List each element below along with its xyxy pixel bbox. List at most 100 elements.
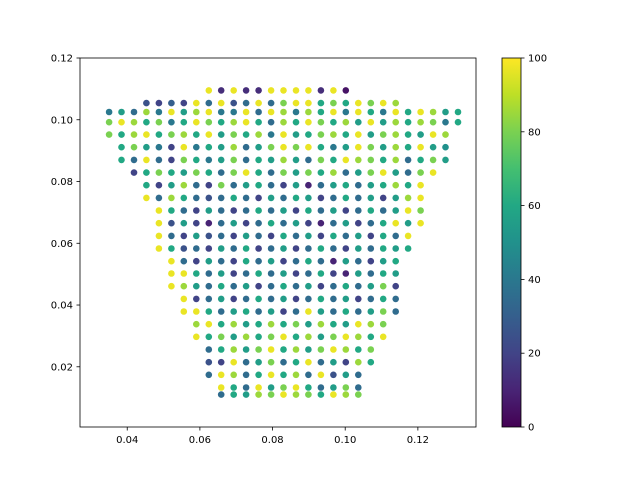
- scatter-point: [367, 358, 375, 366]
- scatter-point: [230, 118, 237, 126]
- scatter-point: [205, 207, 213, 214]
- scatter-point: [217, 282, 225, 290]
- scatter-point: [429, 169, 437, 176]
- scatter-point: [317, 245, 325, 252]
- scatter-point: [242, 308, 250, 315]
- y-tick-label: 0.10: [51, 115, 73, 126]
- scatter-point: [168, 181, 175, 189]
- scatter-point: [168, 270, 175, 277]
- scatter-point: [155, 143, 163, 151]
- scatter-point: [292, 99, 300, 107]
- scatter-point: [230, 87, 237, 94]
- scatter-point: [342, 384, 350, 391]
- scatter-point: [143, 143, 150, 151]
- scatter-point: [392, 257, 400, 265]
- scatter-point: [292, 391, 300, 398]
- scatter-point: [205, 371, 213, 379]
- scatter-point: [417, 194, 424, 202]
- scatter-point: [130, 108, 138, 116]
- scatter-point: [180, 219, 188, 227]
- scatter-point: [280, 346, 287, 353]
- scatter-point: [305, 219, 312, 227]
- scatter-point: [180, 270, 188, 277]
- scatter-point: [267, 371, 275, 379]
- scatter-point: [217, 333, 225, 341]
- scatter-point: [429, 143, 437, 151]
- scatter-point: [330, 308, 337, 315]
- scatter-point: [230, 169, 237, 176]
- scatter-point: [280, 194, 287, 202]
- scatter-point: [255, 181, 262, 189]
- scatter-point: [305, 371, 312, 379]
- scatter-point: [217, 245, 225, 252]
- scatter-point: [367, 156, 375, 164]
- scatter-point: [267, 108, 275, 116]
- scatter-point: [217, 270, 225, 277]
- scatter-point: [355, 282, 362, 290]
- scatter-point: [330, 245, 337, 252]
- scatter-point: [404, 118, 412, 126]
- scatter-point: [404, 156, 412, 164]
- scatter-point: [317, 257, 325, 265]
- scatter-point: [217, 118, 225, 126]
- scatter-point: [317, 270, 325, 277]
- scatter-point: [230, 156, 237, 164]
- scatter-point: [305, 99, 312, 107]
- scatter-point: [392, 308, 400, 315]
- scatter-point: [379, 143, 387, 151]
- scatter-point: [355, 169, 362, 176]
- scatter-point: [155, 207, 163, 214]
- scatter-point: [342, 108, 350, 116]
- scatter-point: [330, 384, 337, 391]
- scatter-point: [330, 270, 337, 277]
- scatter-point: [180, 143, 188, 151]
- scatter-point: [217, 169, 225, 176]
- scatter-point: [442, 108, 449, 116]
- scatter-point: [280, 232, 287, 240]
- scatter-point: [429, 131, 437, 138]
- scatter-point: [292, 257, 300, 265]
- scatter-point: [230, 308, 237, 315]
- scatter-point: [292, 131, 300, 138]
- scatter-point: [230, 131, 237, 138]
- scatter-point: [330, 87, 337, 94]
- scatter-point: [255, 320, 262, 328]
- scatter-point: [118, 143, 125, 151]
- scatter-point: [305, 282, 312, 290]
- scatter-point: [230, 219, 237, 227]
- scatter-point: [168, 108, 175, 116]
- scatter-point: [404, 219, 412, 227]
- scatter-point: [217, 391, 225, 398]
- scatter-point: [168, 194, 175, 202]
- scatter-point: [342, 143, 350, 151]
- scatter-point: [392, 108, 400, 116]
- scatter-point: [242, 169, 250, 176]
- scatter-point: [355, 308, 362, 315]
- scatter-point: [267, 143, 275, 151]
- scatter-point: [230, 295, 237, 303]
- scatter-point: [367, 207, 375, 214]
- scatter-point: [143, 156, 150, 164]
- scatter-point: [217, 131, 225, 138]
- scatter-point: [180, 245, 188, 252]
- scatter-point: [330, 118, 337, 126]
- scatter-point: [193, 219, 200, 227]
- y-tick-label: 0.06: [51, 239, 73, 250]
- scatter-point: [205, 320, 213, 328]
- scatter-point: [404, 194, 412, 202]
- scatter-point: [155, 219, 163, 227]
- scatter-point: [404, 245, 412, 252]
- scatter-point: [379, 99, 387, 107]
- scatter-point: [242, 143, 250, 151]
- scatter-point: [342, 194, 350, 202]
- scatter-point: [342, 333, 350, 341]
- scatter-point: [205, 99, 213, 107]
- scatter-point: [317, 219, 325, 227]
- y-tick-label: 0.08: [51, 177, 73, 188]
- colorbar-tick-label: 0: [528, 423, 534, 434]
- scatter-point: [168, 118, 175, 126]
- scatter-point: [342, 270, 350, 277]
- scatter-point: [155, 108, 163, 116]
- scatter-point: [280, 282, 287, 290]
- scatter-point: [379, 295, 387, 303]
